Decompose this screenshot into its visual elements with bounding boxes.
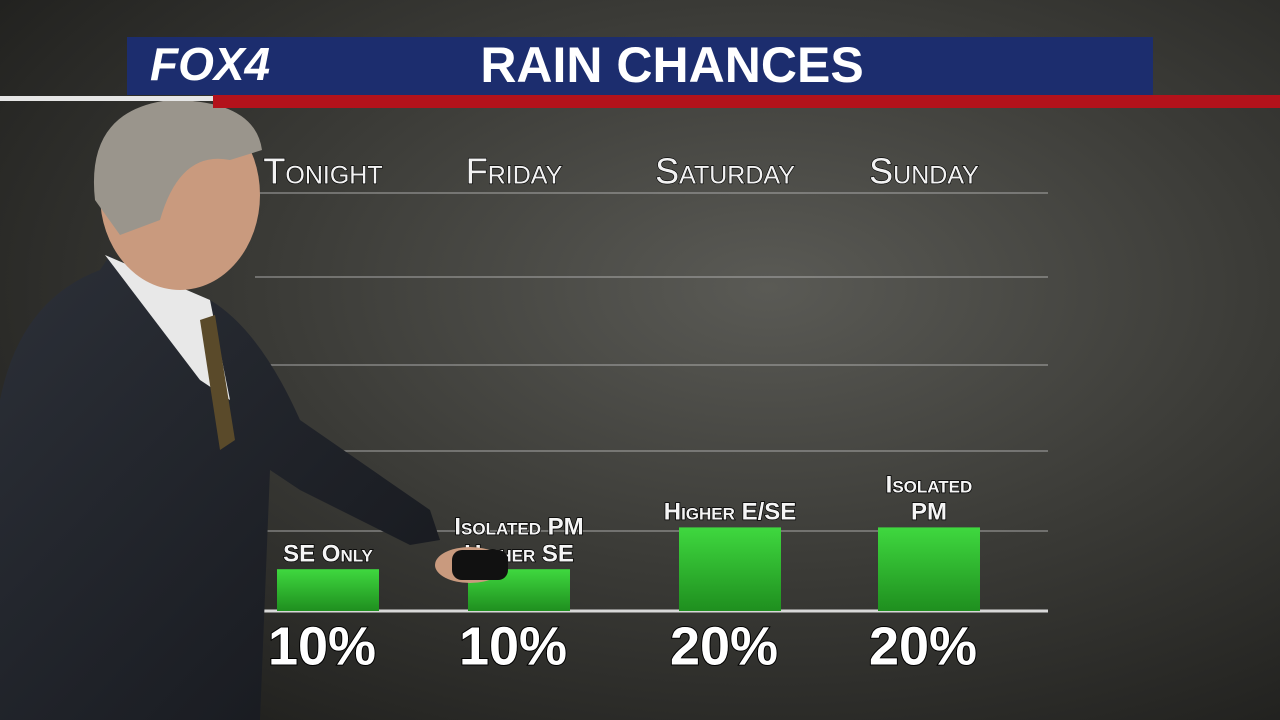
annotation: Higher E/SE: [664, 499, 797, 526]
header-bar: [127, 37, 1153, 95]
category-label: Saturday: [655, 151, 795, 192]
value-label: 10%: [459, 616, 567, 676]
bar: [679, 527, 781, 611]
logo: FOX4: [150, 38, 270, 90]
header-line: [0, 96, 213, 101]
category-label: Sunday: [869, 151, 979, 192]
header-stripe: [213, 95, 1280, 108]
annotation: SE Only: [283, 541, 373, 568]
value-label: 20%: [869, 616, 977, 676]
presenter: [0, 100, 508, 720]
bar: [878, 527, 980, 611]
value-label: 20%: [670, 616, 778, 676]
annotation: PM: [911, 499, 947, 526]
annotation: Isolated PM: [454, 514, 583, 541]
bar: [277, 569, 379, 611]
chart-title: RAIN CHANCES: [480, 37, 863, 93]
category-label: Tonight: [263, 151, 382, 192]
annotation: Isolated: [886, 472, 973, 499]
plot: Tonight SE Only 10% Friday Isolated PM Higher…: [263, 150, 980, 677]
gridlines: [255, 192, 1048, 532]
category-label: Friday: [466, 151, 563, 192]
value-label: 10%: [268, 616, 376, 676]
